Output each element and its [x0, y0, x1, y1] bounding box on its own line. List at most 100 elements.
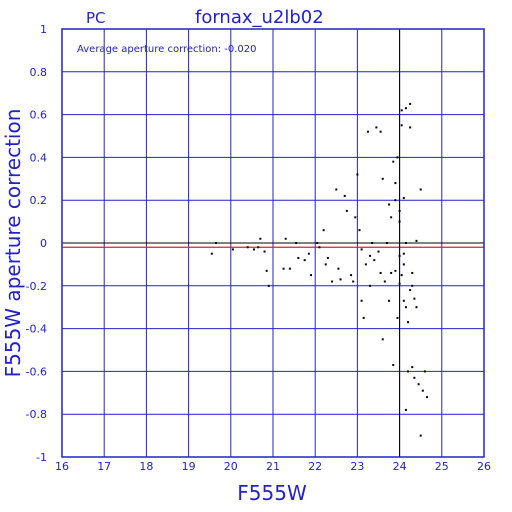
- x-tick-label: 25: [435, 460, 449, 473]
- data-point: [358, 229, 361, 232]
- data-point: [407, 370, 410, 373]
- data-point: [390, 271, 393, 274]
- data-point: [337, 267, 340, 270]
- y-tick-label: -1: [36, 451, 47, 464]
- data-point: [259, 237, 262, 240]
- data-point: [388, 299, 391, 302]
- data-point: [339, 278, 342, 281]
- x-tick-label: 16: [55, 460, 69, 473]
- data-point: [379, 271, 382, 274]
- data-point: [322, 229, 325, 232]
- average-annotation: Average aperture correction: -0.020: [77, 44, 257, 55]
- data-point: [400, 124, 403, 127]
- data-point: [316, 242, 319, 244]
- tick-labels: 16 17 18 19 20 21 22 23 24 25 26 1 0.8 0.6 0.4 0.2 0 -0.2…: [26, 23, 491, 473]
- data-point: [423, 370, 426, 373]
- data-point: [379, 130, 382, 133]
- data-point: [343, 194, 346, 197]
- data-point: [392, 160, 395, 163]
- data-point: [411, 366, 414, 369]
- data-point: [385, 242, 388, 244]
- data-point: [257, 246, 260, 249]
- data-point: [413, 297, 416, 300]
- data-point: [381, 177, 384, 180]
- data-point: [377, 250, 380, 253]
- data-point: [398, 220, 401, 223]
- data-point: [210, 252, 213, 255]
- data-point: [400, 109, 403, 112]
- data-point: [318, 246, 321, 249]
- x-tick-label: 23: [350, 460, 364, 473]
- data-point: [366, 130, 369, 133]
- data-point: [390, 216, 393, 219]
- x-tick-label: 21: [266, 460, 280, 473]
- data-point: [364, 263, 367, 266]
- reference-lines: [62, 29, 484, 457]
- y-tick-label: -0.6: [26, 365, 47, 378]
- data-point: [326, 256, 329, 259]
- data-point: [394, 269, 397, 272]
- data-point: [295, 242, 298, 244]
- x-tick-label: 17: [97, 460, 111, 473]
- data-point: [402, 252, 405, 255]
- data-point: [411, 271, 414, 274]
- data-point: [246, 246, 249, 249]
- data-point: [409, 289, 412, 292]
- data-point: [369, 254, 372, 257]
- data-point: [419, 188, 422, 191]
- data-point: [309, 274, 312, 277]
- data-point: [394, 182, 397, 185]
- data-points: [210, 102, 429, 437]
- data-point: [413, 376, 416, 379]
- data-point: [398, 254, 401, 257]
- x-tick-label: 20: [224, 460, 238, 473]
- data-point: [396, 156, 399, 159]
- y-tick-label: 0.4: [30, 151, 48, 164]
- data-point: [360, 299, 363, 302]
- data-point: [404, 107, 407, 110]
- y-tick-label: 0.2: [30, 194, 48, 207]
- data-point: [303, 259, 306, 262]
- data-point: [324, 263, 327, 266]
- data-point: [398, 282, 401, 285]
- data-point: [402, 299, 405, 302]
- y-tick-label: -0.2: [26, 280, 47, 293]
- y-tick-label: 0: [40, 237, 47, 250]
- data-point: [404, 408, 407, 411]
- data-point: [231, 248, 234, 251]
- data-point: [345, 209, 348, 212]
- data-point: [360, 248, 363, 251]
- y-axis-label: F555W aperture correction: [1, 109, 25, 378]
- plot-frame: [61, 28, 485, 458]
- x-tick-label: 26: [477, 460, 491, 473]
- x-tick-label: 18: [139, 460, 153, 473]
- data-point: [263, 250, 266, 253]
- data-point: [307, 252, 310, 255]
- data-point: [402, 197, 405, 200]
- data-point: [404, 242, 407, 244]
- data-point: [381, 338, 384, 341]
- data-point: [371, 242, 374, 244]
- data-point: [398, 209, 401, 212]
- data-point: [215, 242, 218, 244]
- data-point: [388, 203, 391, 206]
- data-point: [297, 256, 300, 259]
- data-point: [409, 126, 412, 129]
- data-point: [335, 188, 338, 191]
- data-point: [282, 267, 285, 270]
- data-point: [253, 248, 256, 251]
- data-point: [411, 284, 414, 287]
- y-tick-label: 1: [40, 23, 47, 36]
- data-point: [419, 434, 422, 437]
- data-point: [267, 284, 270, 287]
- data-point: [288, 267, 291, 270]
- y-tick-label: 0.8: [30, 66, 48, 79]
- y-tick-label: 0.6: [30, 109, 48, 122]
- data-point: [415, 239, 418, 242]
- data-point: [373, 259, 376, 262]
- y-tick-label: -0.4: [26, 323, 47, 336]
- data-point: [417, 383, 420, 386]
- x-tick-label: 19: [182, 460, 196, 473]
- data-point: [392, 363, 395, 366]
